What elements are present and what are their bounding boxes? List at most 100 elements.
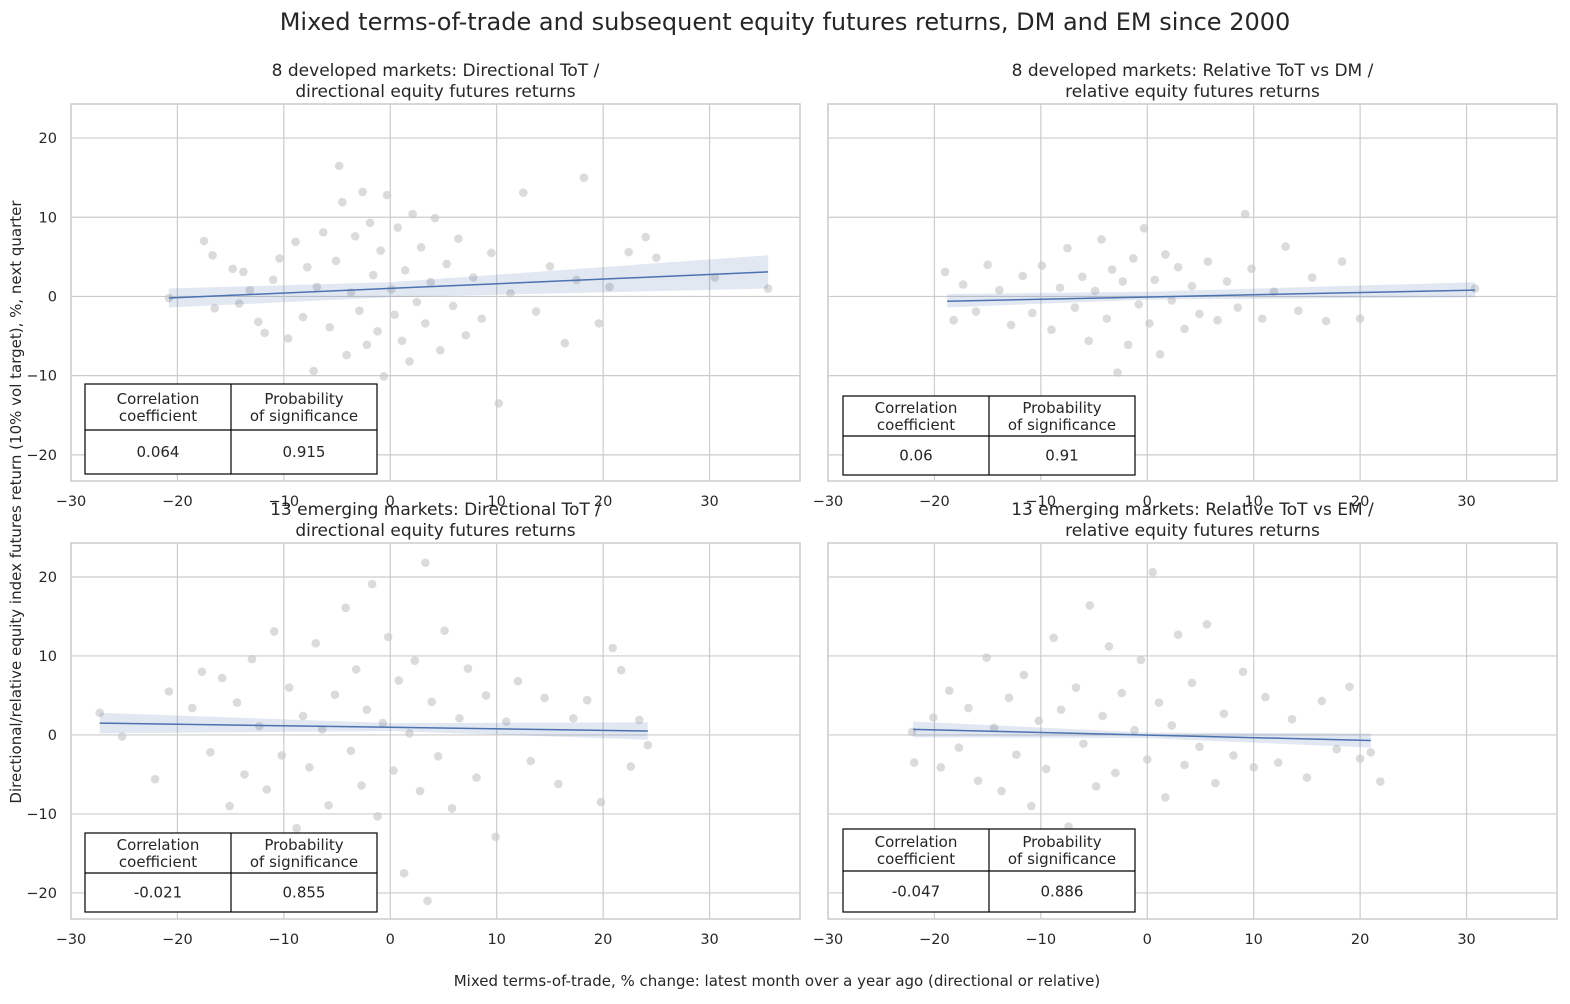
scatter-point bbox=[269, 627, 279, 636]
scatter-point bbox=[373, 327, 382, 336]
scatter-point bbox=[330, 690, 340, 699]
scatter-point bbox=[350, 231, 360, 241]
x-tick-label: −20 bbox=[162, 494, 193, 510]
scatter-point bbox=[954, 743, 964, 752]
scatter-point bbox=[240, 770, 249, 779]
scatter-point bbox=[594, 319, 604, 328]
regression-line bbox=[947, 289, 1476, 302]
scatter-point bbox=[262, 785, 272, 794]
scatter-point bbox=[317, 725, 327, 734]
scatter-point bbox=[312, 282, 322, 292]
correlation-value: -0.021 bbox=[134, 884, 182, 902]
x-tick-label: 30 bbox=[700, 494, 718, 510]
scatter-point bbox=[1102, 314, 1112, 323]
scatter-point bbox=[973, 776, 983, 786]
scatter-point bbox=[1041, 764, 1051, 774]
scatter-point bbox=[423, 896, 432, 906]
x-tick-label: 10 bbox=[1244, 932, 1262, 948]
scatter-point bbox=[1281, 242, 1290, 251]
scatter-point bbox=[1173, 262, 1183, 272]
y-tick-label: 20 bbox=[39, 570, 57, 586]
scatter-point bbox=[608, 643, 617, 653]
scatter-point bbox=[389, 766, 398, 775]
scatter-point bbox=[1113, 368, 1122, 377]
x-tick-label: 30 bbox=[1457, 932, 1475, 948]
scatter-point bbox=[393, 223, 403, 232]
y-tick-label: −20 bbox=[26, 886, 57, 902]
scatter-point bbox=[1355, 754, 1365, 763]
scatter-point bbox=[710, 273, 720, 282]
scatter-point bbox=[234, 299, 244, 308]
scatter-point bbox=[405, 729, 414, 738]
scatter-point bbox=[1071, 683, 1081, 692]
scatter-point bbox=[971, 307, 981, 316]
scatter-point bbox=[355, 306, 364, 316]
scatter-point bbox=[379, 372, 389, 381]
scatter-point bbox=[164, 687, 174, 696]
scatter-point bbox=[929, 713, 938, 722]
scatter-point bbox=[1123, 340, 1133, 350]
panel-4: −30 −20 −10 0 10 20 30 13 emerging markets: Rel… bbox=[813, 500, 1558, 948]
scatter-point bbox=[298, 312, 308, 322]
scatter-point bbox=[206, 748, 215, 757]
scatter-point bbox=[405, 357, 414, 366]
scatter-point bbox=[560, 338, 570, 348]
y-tick-label: 20 bbox=[39, 131, 57, 147]
y-tick-label: −10 bbox=[26, 807, 57, 823]
regression-line bbox=[99, 722, 648, 732]
scatter-point bbox=[501, 717, 511, 726]
x-tick-label: −10 bbox=[269, 494, 300, 510]
stats-table-header: of significance bbox=[1008, 416, 1116, 434]
scatter-point bbox=[362, 340, 372, 350]
scatter-point bbox=[442, 259, 451, 269]
scatter-point bbox=[357, 781, 366, 790]
scatter-point bbox=[362, 705, 372, 714]
scatter-point bbox=[232, 698, 242, 707]
scatter-point bbox=[545, 262, 555, 271]
scatter-point bbox=[239, 267, 248, 277]
scatter-point bbox=[1180, 324, 1189, 334]
y-tick-label: −10 bbox=[26, 369, 57, 385]
scatter-point bbox=[643, 740, 653, 750]
x-tick-label: 10 bbox=[1244, 494, 1262, 510]
scatter-point bbox=[387, 285, 396, 294]
x-tick-label: 0 bbox=[1143, 932, 1152, 948]
x-tick-label: −10 bbox=[1026, 932, 1057, 948]
scatter-point bbox=[277, 751, 287, 760]
scatter-point bbox=[334, 161, 344, 171]
scatter-point bbox=[569, 714, 578, 723]
scatter-point bbox=[435, 346, 445, 355]
regression-line bbox=[168, 271, 769, 299]
scatter-point bbox=[217, 673, 227, 683]
probability-value: 0.915 bbox=[283, 443, 326, 461]
scatter-point bbox=[338, 197, 347, 207]
scatter-point bbox=[1142, 755, 1152, 764]
scatter-point bbox=[454, 234, 463, 243]
figure-title: Mixed terms-of-trade and subsequent equi… bbox=[280, 8, 1291, 36]
scatter-point bbox=[292, 823, 301, 833]
x-tick-label: −20 bbox=[919, 932, 950, 948]
scatter-point bbox=[616, 665, 626, 675]
scatter-point bbox=[1321, 316, 1331, 326]
scatter-point bbox=[376, 246, 385, 255]
x-tick-label: −30 bbox=[56, 494, 87, 510]
scatter-point bbox=[1376, 777, 1385, 786]
scatter-point bbox=[909, 758, 919, 767]
scatter-point bbox=[491, 832, 500, 842]
scatter-point bbox=[245, 285, 255, 295]
scatter-point bbox=[1063, 243, 1072, 253]
scatter-point bbox=[1167, 296, 1177, 305]
scatter-point bbox=[260, 328, 269, 338]
scatter-point bbox=[1091, 781, 1101, 791]
scatter-point bbox=[531, 307, 541, 316]
y-axis-label: Directional/relative equity index future… bbox=[7, 200, 25, 804]
scatter-point bbox=[416, 243, 426, 252]
scatter-point bbox=[455, 714, 464, 723]
panel-2: −30 −20 −10 0 10 20 30 8 developed markets: Rel… bbox=[813, 61, 1558, 510]
scatter-point bbox=[1222, 277, 1232, 286]
scatter-point bbox=[1026, 801, 1036, 811]
scatter-point bbox=[255, 721, 264, 731]
scatter-point bbox=[1154, 698, 1164, 707]
panel-3: −30 −20 −10 0 10 20 30 −20 −10 0 10 20 13 emerging m… bbox=[26, 500, 801, 948]
